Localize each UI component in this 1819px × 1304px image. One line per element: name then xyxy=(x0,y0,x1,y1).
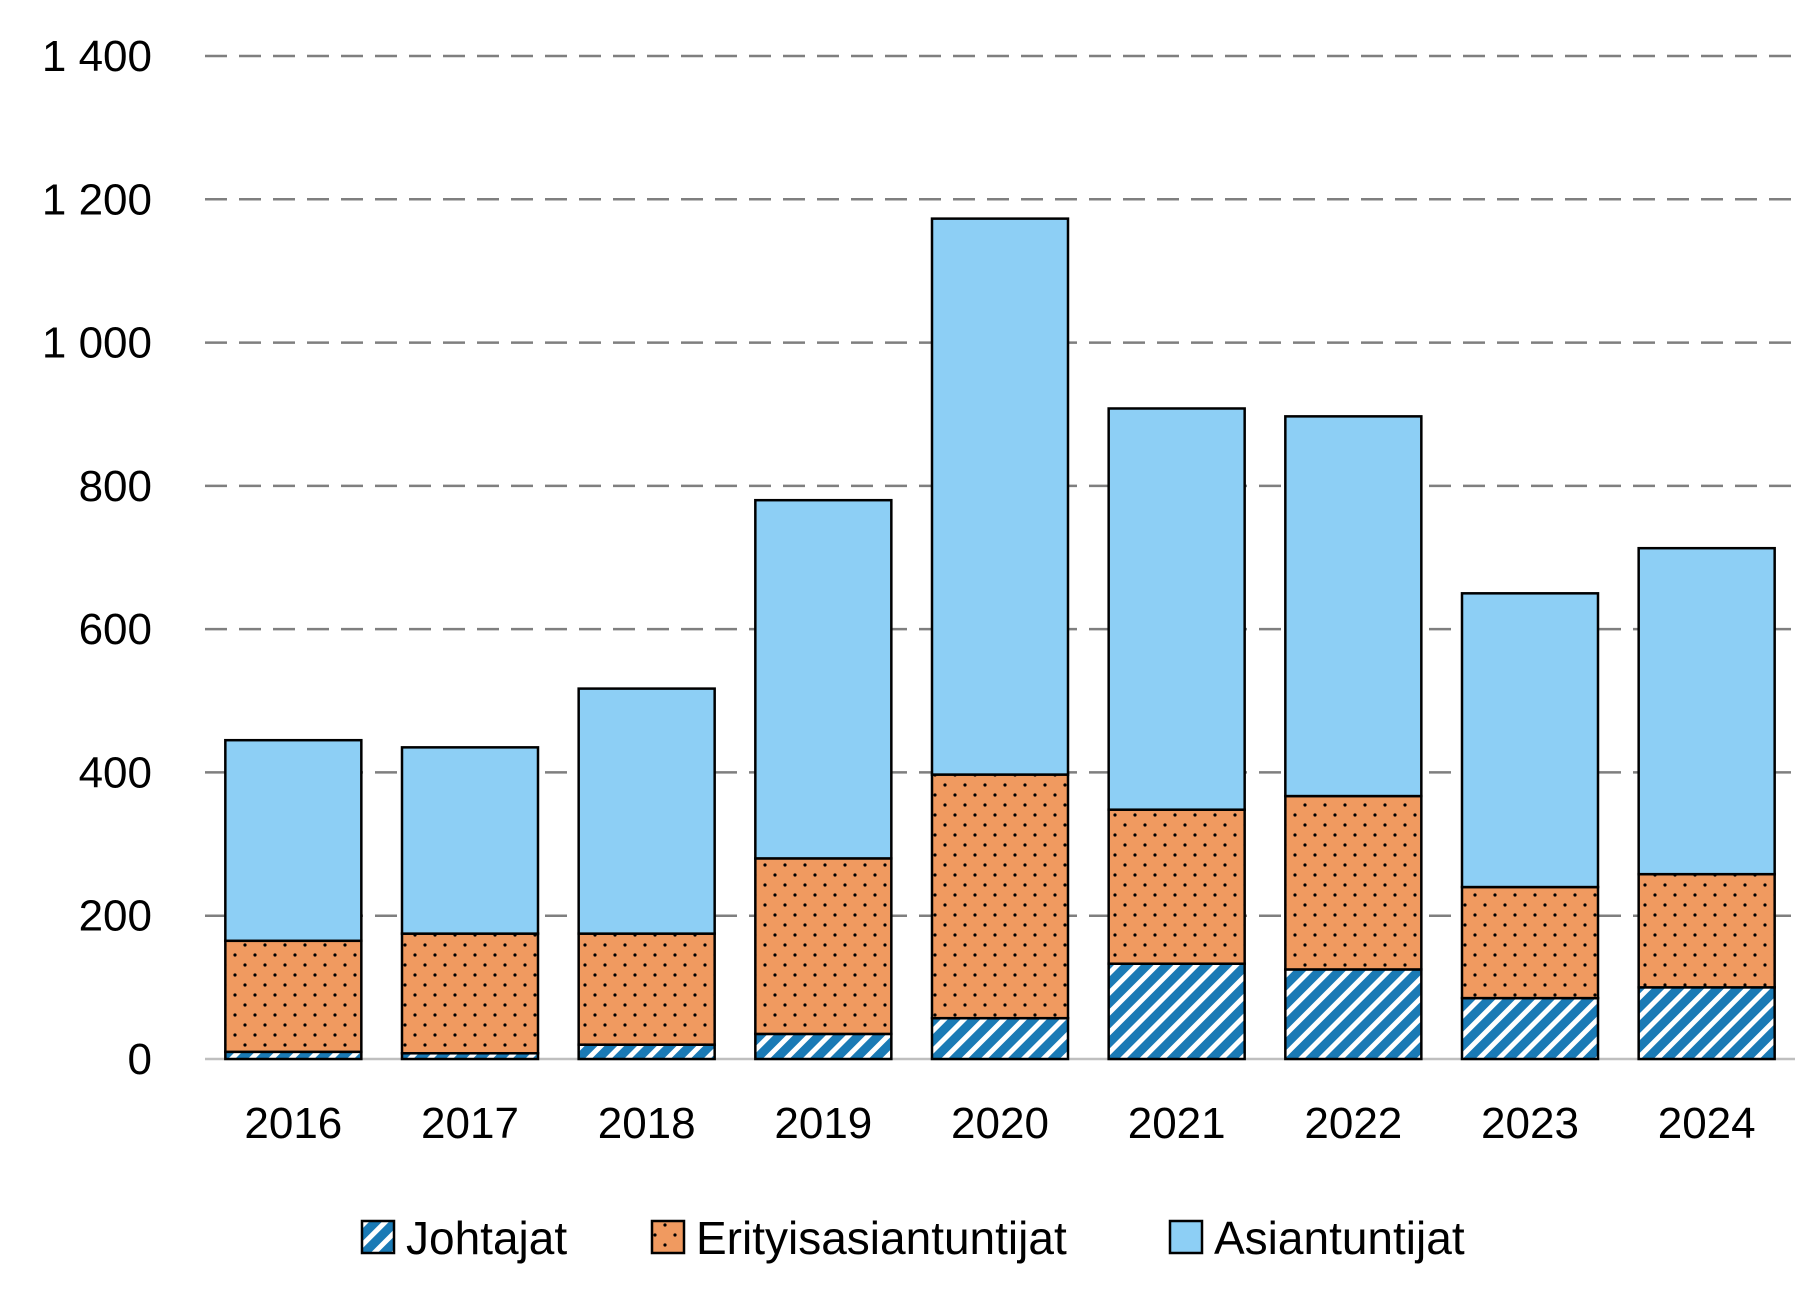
y-tick-label: 1 000 xyxy=(42,319,152,368)
x-axis: 2016 2017 2018 2019 2020 2021 2022 2023 2024 xyxy=(244,1099,1755,1148)
bar-segment-johtajat-2023 xyxy=(1460,996,1600,1061)
bar-segment-asiantuntijat-2022 xyxy=(1284,415,1423,798)
bar-segment-johtajat-2020 xyxy=(930,1016,1070,1061)
bar-segment-erityisasiantuntijat-2016 xyxy=(224,939,363,1054)
y-tick-label: 400 xyxy=(79,748,152,797)
bar-segment-asiantuntijat-2023 xyxy=(1460,592,1600,889)
bar-segment-erityisasiantuntijat-2024 xyxy=(1637,872,1776,989)
y-tick-label: 1 400 xyxy=(42,32,152,81)
bar-segment-erityisasiantuntijat-2020 xyxy=(930,773,1070,1020)
legend-swatch-johtajat xyxy=(360,1219,396,1255)
bar-segment-asiantuntijat-2019 xyxy=(754,498,893,860)
x-tick-label: 2021 xyxy=(1128,1099,1226,1148)
legend-label: Asiantuntijat xyxy=(1214,1212,1465,1264)
bars xyxy=(224,217,1776,1061)
bar-segment-asiantuntijat-2020 xyxy=(930,217,1070,776)
bar-segment-erityisasiantuntijat-2021 xyxy=(1107,808,1246,965)
bar-segment-asiantuntijat-2016 xyxy=(224,738,363,943)
x-tick-label: 2023 xyxy=(1481,1099,1579,1148)
bar-segment-johtajat-2021 xyxy=(1107,962,1246,1061)
bar-segment-erityisasiantuntijat-2023 xyxy=(1460,885,1600,1000)
y-tick-label: 1 200 xyxy=(42,175,152,224)
x-tick-label: 2020 xyxy=(951,1099,1049,1148)
y-tick-label: 0 xyxy=(128,1035,152,1084)
bar-segment-asiantuntijat-2024 xyxy=(1637,546,1776,876)
legend-label: Johtajat xyxy=(406,1212,567,1264)
x-tick-label: 2022 xyxy=(1304,1099,1402,1148)
bar-segment-johtajat-2019 xyxy=(754,1032,893,1061)
x-tick-label: 2016 xyxy=(244,1099,342,1148)
y-tick-label: 200 xyxy=(79,892,152,941)
legend-swatch-asiantuntijat xyxy=(1168,1219,1204,1255)
x-tick-label: 2019 xyxy=(774,1099,872,1148)
x-tick-label: 2017 xyxy=(421,1099,519,1148)
bar-segment-asiantuntijat-2021 xyxy=(1107,407,1246,811)
legend-swatch-erityisasiantuntijat xyxy=(650,1219,686,1255)
bar-segment-johtajat-2018 xyxy=(577,1043,716,1061)
bar-segment-asiantuntijat-2017 xyxy=(400,746,540,935)
bar-segment-johtajat-2024 xyxy=(1637,986,1776,1061)
bar-segment-erityisasiantuntijat-2022 xyxy=(1284,794,1423,971)
y-tick-label: 800 xyxy=(79,462,152,511)
y-tick-label: 600 xyxy=(79,605,152,654)
bar-segment-erityisasiantuntijat-2018 xyxy=(577,932,716,1046)
legend: Johtajat Erityisasiantuntijat Asiantuntija… xyxy=(360,1212,1465,1264)
x-tick-label: 2018 xyxy=(598,1099,696,1148)
bar-segment-asiantuntijat-2018 xyxy=(577,687,716,935)
x-tick-label: 2024 xyxy=(1658,1099,1756,1148)
bar-segment-erityisasiantuntijat-2017 xyxy=(400,932,540,1055)
legend-label: Erityisasiantuntijat xyxy=(696,1212,1067,1264)
y-axis: 0 200 400 600 800 1 000 1 200 1 400 xyxy=(42,32,1795,1084)
bar-segment-johtajat-2022 xyxy=(1284,968,1423,1061)
bar-segment-erityisasiantuntijat-2019 xyxy=(754,857,893,1036)
